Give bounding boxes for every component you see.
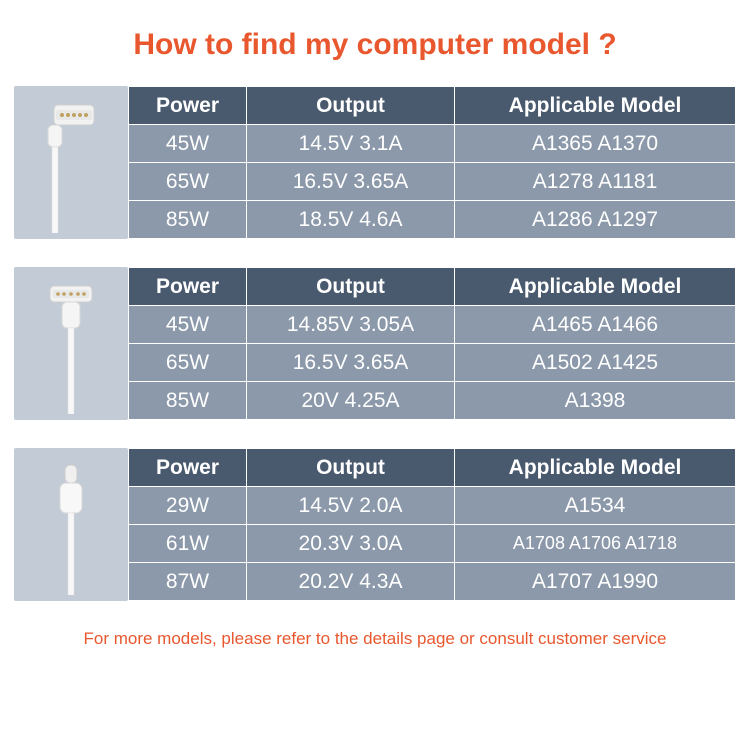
spec-section: PowerOutputApplicable Model29W14.5V 2.0A… <box>0 448 750 601</box>
page-title: How to find my computer model ? <box>0 0 750 86</box>
spec-section: PowerOutputApplicable Model45W14.5V 3.1A… <box>0 86 750 239</box>
column-header: Power <box>129 449 247 487</box>
table-row: 87W20.2V 4.3AA1707 A1990 <box>129 563 736 601</box>
spec-table: PowerOutputApplicable Model45W14.5V 3.1A… <box>128 86 736 239</box>
table-row: 85W20V 4.25AA1398 <box>129 382 736 420</box>
column-header: Power <box>129 87 247 125</box>
cell-output: 16.5V 3.65A <box>247 344 455 382</box>
magsafe2-connector-icon <box>14 267 128 420</box>
column-header: Output <box>247 87 455 125</box>
table-row: 45W14.85V 3.05AA1465 A1466 <box>129 306 736 344</box>
cell-model: A1286 A1297 <box>455 201 736 239</box>
column-header: Power <box>129 268 247 306</box>
magsafe1-connector-icon <box>14 86 128 239</box>
cell-power: 65W <box>129 163 247 201</box>
cell-power: 87W <box>129 563 247 601</box>
cell-model: A1365 A1370 <box>455 125 736 163</box>
table-row: 29W14.5V 2.0AA1534 <box>129 487 736 525</box>
table-row: 45W14.5V 3.1AA1365 A1370 <box>129 125 736 163</box>
column-header: Applicable Model <box>455 268 736 306</box>
cell-power: 85W <box>129 201 247 239</box>
usbc-connector-icon <box>14 448 128 601</box>
cell-power: 29W <box>129 487 247 525</box>
cell-power: 45W <box>129 125 247 163</box>
cell-model: A1707 A1990 <box>455 563 736 601</box>
spec-section: PowerOutputApplicable Model45W14.85V 3.0… <box>0 267 750 420</box>
cell-output: 14.85V 3.05A <box>247 306 455 344</box>
column-header: Output <box>247 449 455 487</box>
spec-table: PowerOutputApplicable Model45W14.85V 3.0… <box>128 267 736 420</box>
cell-power: 61W <box>129 525 247 563</box>
table-row: 65W16.5V 3.65AA1278 A1181 <box>129 163 736 201</box>
cell-model: A1502 A1425 <box>455 344 736 382</box>
cell-output: 20.2V 4.3A <box>247 563 455 601</box>
table-row: 85W18.5V 4.6AA1286 A1297 <box>129 201 736 239</box>
table-row: 61W20.3V 3.0AA1708 A1706 A1718 <box>129 525 736 563</box>
cell-output: 14.5V 3.1A <box>247 125 455 163</box>
cell-model: A1278 A1181 <box>455 163 736 201</box>
cell-output: 14.5V 2.0A <box>247 487 455 525</box>
cell-model: A1398 <box>455 382 736 420</box>
cell-output: 20V 4.25A <box>247 382 455 420</box>
cell-power: 85W <box>129 382 247 420</box>
cell-power: 45W <box>129 306 247 344</box>
column-header: Applicable Model <box>455 87 736 125</box>
cell-output: 18.5V 4.6A <box>247 201 455 239</box>
cell-output: 20.3V 3.0A <box>247 525 455 563</box>
column-header: Output <box>247 268 455 306</box>
spec-table: PowerOutputApplicable Model29W14.5V 2.0A… <box>128 448 736 601</box>
column-header: Applicable Model <box>455 449 736 487</box>
table-row: 65W16.5V 3.65AA1502 A1425 <box>129 344 736 382</box>
cell-power: 65W <box>129 344 247 382</box>
footer-note: For more models, please refer to the det… <box>0 629 750 649</box>
cell-model: A1534 <box>455 487 736 525</box>
cell-output: 16.5V 3.65A <box>247 163 455 201</box>
cell-model: A1465 A1466 <box>455 306 736 344</box>
cell-model: A1708 A1706 A1718 <box>455 525 736 563</box>
